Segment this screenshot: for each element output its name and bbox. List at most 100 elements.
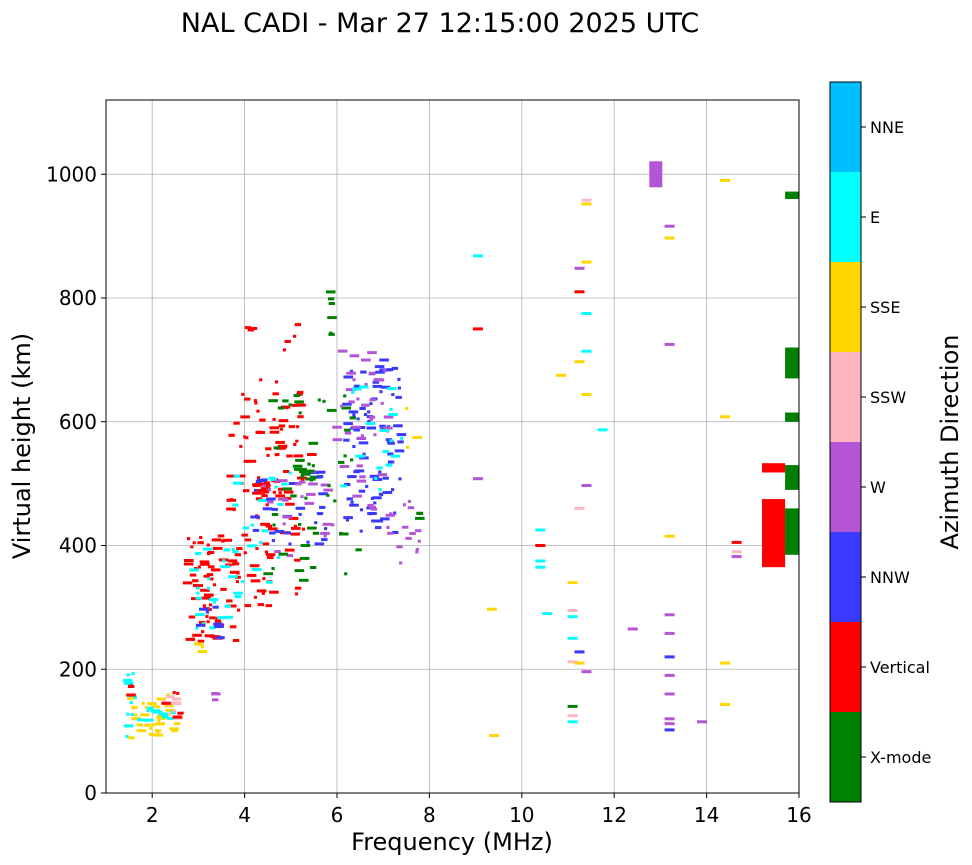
echo-point: [133, 713, 138, 717]
echo-point: [397, 386, 401, 390]
echo-point: [361, 358, 371, 362]
echo-point: [260, 486, 271, 490]
colorbar: X-mode Vertical NNW W SSW SSE E NNE: [829, 81, 931, 803]
echo-point: [239, 474, 246, 478]
echo-point: [720, 415, 731, 419]
echo-point: [243, 551, 247, 555]
echo-point: [284, 531, 291, 535]
echo-point: [376, 466, 383, 470]
echo-point: [315, 470, 326, 474]
echo-point: [172, 691, 176, 695]
echo-point: [148, 732, 152, 736]
echo-point: [283, 470, 290, 473]
y-axis-label: Virtual height (km): [8, 333, 36, 559]
echo-point: [280, 405, 291, 409]
echo-point: [200, 588, 210, 592]
echo-point: [267, 556, 274, 560]
echo-point: [212, 583, 216, 587]
echo-point: [176, 691, 180, 695]
echo-point: [274, 380, 279, 384]
echo-point: [277, 406, 285, 410]
echo-point: [350, 458, 354, 462]
echo-point: [188, 615, 196, 619]
echo-point: [344, 428, 351, 432]
echo-point: [153, 733, 164, 737]
echo-point: [574, 661, 585, 665]
echo-point: [271, 507, 278, 511]
echo-point: [298, 512, 302, 516]
echo-point: [322, 399, 326, 403]
x-axis-label: Frequency (MHz): [351, 828, 553, 856]
echo-point: [351, 425, 361, 429]
echo-point: [173, 722, 181, 726]
echo-point: [307, 453, 317, 456]
echo-point: [664, 631, 675, 635]
echo-point: [235, 580, 239, 584]
echo-point: [201, 630, 205, 634]
echo-point: [274, 485, 278, 489]
echo-point: [356, 479, 367, 483]
echo-point: [265, 447, 272, 451]
echo-point: [269, 590, 279, 594]
echo-point: [402, 525, 409, 529]
echo-point: [364, 383, 368, 386]
y-tick-label: 800: [59, 286, 97, 310]
echo-point: [381, 368, 392, 372]
echo-point: [291, 403, 299, 407]
echo-point: [343, 422, 353, 426]
echo-point: [226, 507, 236, 511]
echo-point: [245, 436, 249, 440]
echo-point: [266, 453, 270, 457]
echo-point: [230, 625, 237, 629]
colorbar-segment: [830, 712, 861, 802]
x-axis-ticks: 2 4 6 8 10 12 14 16: [146, 793, 812, 827]
echo-point: [204, 593, 214, 597]
echo-point: [664, 722, 675, 726]
echo-point: [365, 484, 369, 488]
echo-point: [321, 538, 328, 542]
echo-point: [146, 709, 150, 713]
echo-point: [265, 503, 269, 507]
echo-point: [581, 393, 592, 396]
echo-point: [379, 429, 390, 432]
echo-point: [207, 586, 211, 590]
echo-point: [664, 613, 675, 617]
echo-point: [200, 645, 205, 649]
echo-point: [144, 723, 151, 727]
echo-point: [323, 534, 327, 538]
echo-point: [348, 410, 359, 414]
echo-point: [177, 711, 184, 715]
echo-point: [224, 604, 231, 608]
echo-point: [343, 516, 353, 520]
echo-point: [203, 547, 213, 551]
echo-point: [378, 470, 382, 474]
echo-point: [282, 498, 289, 502]
echo-point: [300, 477, 305, 481]
echo-point: [196, 591, 200, 595]
colorbar-segment: [830, 82, 861, 172]
echo-point: [581, 198, 592, 202]
echo-point: [282, 399, 289, 403]
y-axis-ticks: 0 200 400 600 800 1000: [46, 162, 106, 805]
echo-point: [731, 555, 742, 559]
echo-point: [284, 340, 291, 343]
echo-point: [233, 474, 240, 478]
echo-point: [212, 600, 216, 604]
echo-point: [349, 416, 356, 420]
echo-point: [269, 531, 276, 535]
echo-point: [208, 603, 213, 607]
echo-point: [392, 531, 399, 534]
echo-point: [251, 523, 255, 527]
echo-point: [126, 693, 136, 697]
echo-point: [337, 349, 348, 353]
echo-point: [250, 515, 260, 519]
echo-point: [237, 608, 241, 612]
echo-point: [397, 377, 401, 381]
echo-point: [197, 650, 208, 653]
echo-point: [244, 326, 252, 330]
echo-point: [343, 394, 347, 398]
echo-point: [126, 712, 130, 716]
echo-point: [232, 639, 240, 642]
echo-point: [268, 527, 278, 531]
echo-point: [353, 384, 361, 388]
